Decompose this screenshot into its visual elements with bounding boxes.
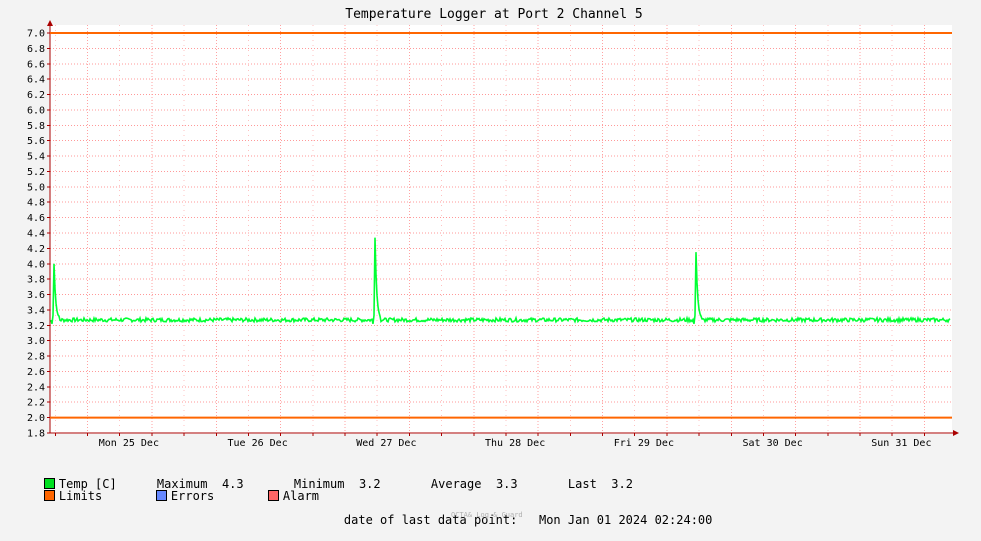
y-tick-label: 5.4 — [27, 152, 45, 163]
average-label: Average — [430, 477, 482, 491]
y-tick-label: 3.2 — [27, 321, 45, 332]
y-tick-label: 4.8 — [27, 198, 45, 209]
minimum-value: 3.2 — [358, 477, 381, 491]
y-tick-label: 3.4 — [27, 305, 45, 316]
x-tick-label: Wed 27 Dec — [356, 438, 416, 449]
maximum-label: Maximum — [156, 477, 208, 491]
alarm-swatch — [267, 490, 279, 501]
limits-swatch — [43, 490, 55, 501]
x-tick-label: Tue 26 Dec — [228, 438, 288, 449]
y-axis: 7.0 6.8 6.6 6.4 6.2 6.0 5.8 5.6 5.4 5.2 5.0 4.8 4.6 4… — [27, 20, 53, 440]
legend-temp-label: Temp [C] — [58, 477, 117, 491]
limit-lines — [50, 32, 952, 419]
x-tick-label: Fri 29 Dec — [614, 438, 674, 449]
y-tick-label: 2.2 — [27, 398, 45, 409]
y-tick-label: 6.0 — [27, 105, 45, 116]
y-tick-label: 4.6 — [27, 213, 45, 224]
last-data-point: date of last data point: Mon Jan 01 2024… — [315, 499, 712, 541]
y-tick-label: 4.4 — [27, 229, 45, 240]
y-tick-label: 3.6 — [27, 290, 45, 301]
last-label: Last — [567, 477, 597, 491]
temp-series — [50, 237, 951, 325]
maximum-value: 4.3 — [221, 477, 244, 491]
y-tick-label: 6.6 — [27, 59, 45, 70]
legend-maximum: Maximum 4.3 — [128, 463, 244, 505]
average-value: 3.3 — [495, 477, 518, 491]
legend-limits-label: Limits — [58, 489, 103, 503]
errors-swatch — [155, 490, 167, 501]
x-tick-label: Sun 31 Dec — [871, 438, 931, 449]
temp-swatch — [43, 478, 55, 489]
y-tick-label: 3.0 — [27, 336, 45, 347]
y-axis-arrow — [47, 20, 53, 26]
y-tick-label: 2.6 — [27, 367, 45, 378]
x-tick-label: Thu 28 Dec — [485, 438, 545, 449]
chart-title: Temperature Logger at Port 2 Channel 5 — [345, 7, 642, 22]
last-value: 3.2 — [611, 477, 633, 491]
last-data-value: Mon Jan 01 2024 02:24:00 — [538, 513, 713, 527]
legend-errors: Errors — [127, 475, 214, 517]
temp-line — [50, 237, 951, 325]
y-tick-label: 2.0 — [27, 413, 45, 424]
y-tick-label: 3.8 — [27, 275, 45, 286]
legend-last: Last 3.2 — [539, 463, 633, 505]
y-tick-label: 7.0 — [27, 29, 45, 40]
x-axis-arrow — [953, 430, 959, 436]
y-tick-label: 5.0 — [27, 182, 45, 193]
y-tick-label: 4.2 — [27, 244, 45, 255]
legend-temp: Temp [C] — [15, 463, 117, 505]
last-data-label: date of last data point: — [343, 513, 518, 527]
chart-window: Temperature Logger at Port 2 Channel 5 7… — [15, 7, 959, 527]
y-tick-label: 2.4 — [27, 382, 45, 393]
plot-area — [50, 25, 952, 434]
legend-limits: Limits — [15, 475, 102, 517]
legend-alarm: Alarm — [239, 475, 319, 517]
y-tick-label: 5.6 — [27, 136, 45, 147]
y-tick-label: 5.2 — [27, 167, 45, 178]
y-tick-label: 5.8 — [27, 121, 45, 132]
y-tick-label: 2.8 — [27, 352, 45, 363]
legend-errors-label: Errors — [170, 489, 215, 503]
legend-average: Average 3.3 — [402, 463, 518, 505]
y-tick-label: 6.2 — [27, 90, 45, 101]
legend-minimum: Minimum 3.2 — [265, 463, 381, 505]
temperature-chart: Temperature Logger at Port 2 Channel 5 7… — [27, 7, 959, 449]
x-axis: Mon 25 Dec Tue 26 Dec Wed 27 Dec Thu 28 Dec… — [50, 430, 959, 449]
brand-watermark: OCTA& Log & Guard — [451, 511, 523, 519]
y-tick-label: 4.0 — [27, 259, 45, 270]
x-tick-label: Mon 25 Dec — [99, 438, 159, 449]
x-tick-label: Sat 30 Dec — [743, 438, 803, 449]
y-tick-label: 6.8 — [27, 44, 45, 55]
minimum-label: Minimum — [293, 477, 345, 491]
y-tick-label: 1.8 — [27, 429, 45, 440]
legend-alarm-label: Alarm — [282, 489, 320, 503]
y-tick-label: 6.4 — [27, 75, 45, 86]
